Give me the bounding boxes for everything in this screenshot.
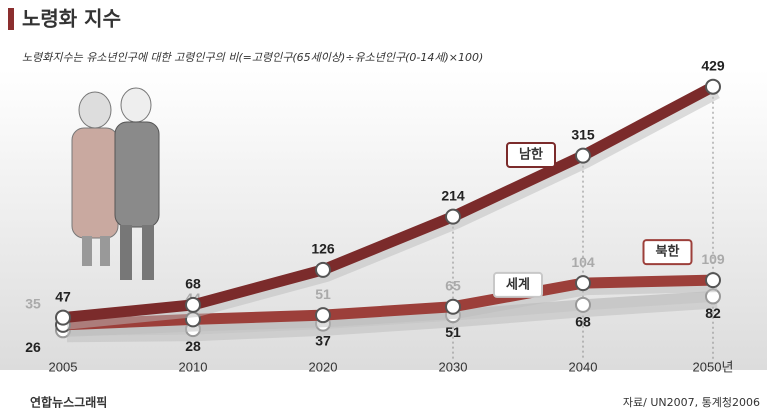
value-label: 315: [571, 126, 595, 142]
value-label: 26: [25, 339, 41, 355]
data-point: [575, 147, 591, 164]
value-label: 429: [701, 57, 725, 73]
series-line: [62, 274, 714, 331]
value-label: 47: [55, 288, 71, 304]
value-label: 104: [571, 254, 595, 270]
data-point: [575, 275, 591, 292]
title-marker: [8, 8, 14, 30]
x-tick-label: 2005: [49, 359, 78, 374]
value-label: 28: [185, 338, 201, 354]
value-label: 51: [315, 286, 331, 302]
x-tick-label: 2030: [439, 359, 468, 374]
x-tick-label: 2040: [569, 359, 598, 374]
legend-label: 남한: [519, 147, 543, 163]
legend-box: [493, 271, 543, 298]
value-label: 35: [25, 296, 41, 312]
subtitle: 노령화지수는 유소년인구에 대한 고령인구의 비(=고령인구(65세이상)÷유소…: [22, 51, 483, 64]
data-point: [445, 298, 461, 315]
illustration: [71, 87, 160, 280]
legend-label: 세계: [506, 277, 530, 292]
value-label: 65: [445, 277, 461, 293]
series-line: [62, 81, 716, 324]
value-label: 68: [575, 314, 591, 330]
source: 자료/ UN2007, 통계청2006: [623, 396, 760, 409]
data-point: [445, 208, 461, 225]
x-tick-label: 2020: [309, 359, 338, 374]
series-shadow: [66, 296, 718, 343]
value-label: 51: [445, 324, 461, 340]
data-point: [185, 296, 201, 313]
value-label: 214: [441, 187, 465, 203]
value-label: 126: [311, 241, 335, 257]
legend-box: [642, 239, 693, 266]
value-label: 37: [315, 332, 331, 348]
data-point: [315, 261, 331, 278]
series-shadow: [66, 87, 720, 330]
chart-title: 노령화 지수: [22, 7, 121, 31]
legend-box: [506, 142, 556, 168]
value-label: 109: [701, 251, 725, 267]
legend-label: 북한: [656, 244, 680, 260]
data-point: [705, 78, 721, 95]
data-point: [315, 307, 331, 324]
data-point: [575, 296, 591, 313]
series-shadow: [66, 280, 718, 337]
value-label: 82: [705, 305, 721, 321]
x-tick-label: 2050년: [693, 359, 734, 374]
data-point: [55, 309, 71, 326]
data-point: [705, 272, 721, 289]
credit: 연합뉴스그래픽: [30, 395, 107, 410]
x-tick-label: 2010: [179, 359, 208, 374]
value-label: 68: [185, 276, 201, 292]
